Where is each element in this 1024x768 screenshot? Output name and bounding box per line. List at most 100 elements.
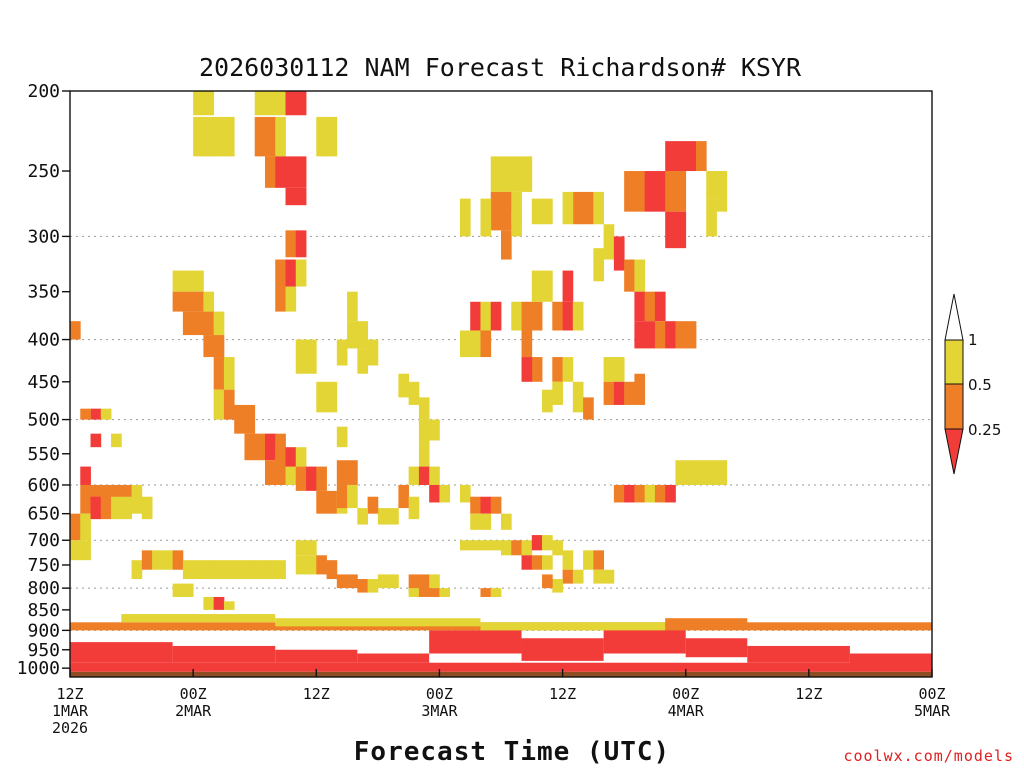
legend-label-0-25: 0.25 (968, 421, 1001, 439)
ri-cell-176 (593, 248, 605, 282)
ri-cell-171 (572, 191, 584, 225)
ri-cell-56 (285, 447, 297, 467)
ri-cell-113 (193, 560, 204, 580)
ri-cell-148 (511, 156, 522, 192)
low-level-band-4 (275, 649, 358, 663)
ri-cell-214 (562, 357, 574, 382)
x-tick-label-7-0: 00Z (918, 685, 945, 703)
x-tick-label-3-0: 00Z (426, 685, 453, 703)
ri-cell-55 (275, 447, 286, 467)
ri-cell-170 (521, 357, 533, 382)
ri-cell-68 (316, 381, 327, 413)
ri-cell-234 (377, 508, 389, 525)
ri-cell-72 (336, 426, 348, 448)
ri-cell-65 (347, 460, 358, 485)
ri-cell-136 (429, 574, 440, 589)
ri-cell-6 (254, 91, 266, 116)
ri-cell-242 (552, 540, 563, 556)
ri-cell-166 (521, 301, 533, 331)
ri-cell-205 (665, 211, 676, 249)
low-level-band-5 (357, 653, 430, 663)
ri-cell-191 (654, 321, 666, 349)
ri-cell-192 (665, 321, 676, 349)
legend-swatch-orange (944, 383, 964, 430)
ri-cell-142 (459, 540, 471, 551)
ri-cell-175 (603, 224, 615, 260)
ri-cell-109 (152, 550, 163, 570)
ri-cell-27 (275, 286, 286, 312)
ri-cell-260 (665, 484, 676, 503)
ri-cell-81 (418, 397, 430, 420)
ri-cell-104 (141, 496, 153, 520)
legend: 1 0.5 0.25 (944, 293, 1001, 475)
ri-cell-268 (429, 588, 440, 597)
ri-cell-213 (552, 357, 563, 382)
ri-cell-199 (665, 171, 676, 212)
ri-cell-41 (213, 335, 225, 358)
y-tick-label-850: 850 (27, 600, 60, 621)
low-level-band-2 (70, 642, 173, 663)
ri-cell-77 (367, 339, 379, 366)
legend-label-0-5: 0.5 (968, 376, 992, 394)
ri-cell-127 (326, 560, 338, 580)
ri-cell-172 (583, 191, 594, 225)
ri-cell-261 (675, 460, 687, 485)
low-level-band-13 (121, 614, 276, 623)
plot-frame (69, 90, 933, 678)
x-tick-label-5-0: 00Z (672, 685, 699, 703)
ri-cell-83 (429, 419, 440, 441)
ri-cell-47 (244, 404, 256, 434)
low-level-band-8 (603, 626, 686, 654)
ri-cell-100 (90, 496, 102, 520)
ri-cell-54 (285, 460, 297, 485)
ri-cell-217 (572, 381, 584, 413)
ri-cell-28 (285, 286, 297, 312)
ri-cell-39 (213, 311, 225, 336)
low-level-band-3 (172, 645, 276, 663)
ri-cell-228 (480, 513, 492, 530)
ri-cell-74 (357, 321, 368, 349)
ri-cell-115 (213, 560, 225, 580)
legend-label-1: 1 (968, 331, 978, 349)
x-tick-label-6-0: 12Z (795, 685, 822, 703)
ri-cell-114 (203, 560, 215, 580)
ri-cell-141 (223, 601, 235, 610)
low-level-band-15 (480, 622, 666, 631)
ri-cell-22 (285, 230, 297, 258)
plot-area (69, 90, 933, 678)
legend-swatch-yellow (944, 339, 964, 385)
ri-cell-108 (141, 550, 153, 570)
ri-cell-196 (634, 171, 646, 212)
ri-cell-11 (254, 116, 266, 157)
ri-cell-1 (203, 91, 215, 116)
y-tick-label-550: 550 (27, 444, 60, 465)
ri-cell-35 (203, 291, 215, 312)
ri-cell-238 (511, 540, 522, 556)
ri-cell-159 (470, 301, 481, 331)
low-level-band-14 (275, 618, 481, 627)
ri-cell-158 (480, 198, 492, 237)
ri-cell-130 (357, 579, 368, 593)
ri-cell-38 (203, 311, 215, 336)
x-tick-label-0-1: 1MAR (52, 702, 89, 720)
ri-cell-186 (634, 291, 646, 322)
ri-cell-78 (357, 348, 368, 374)
ri-cell-58 (295, 466, 307, 491)
ri-cell-24 (275, 259, 286, 287)
chart-title: 2026030112 NAM Forecast Richardson# KSYR (199, 53, 802, 82)
ri-cell-233 (388, 508, 399, 525)
ri-cell-202 (675, 141, 687, 172)
ri-cell-31 (193, 270, 204, 292)
ri-cell-128 (336, 574, 348, 589)
ri-cell-126 (316, 555, 327, 575)
ri-cell-138 (182, 583, 194, 597)
ri-cell-156 (531, 198, 543, 225)
ri-cell-5 (223, 116, 235, 157)
ri-cell-7 (264, 91, 276, 116)
ri-cell-12 (264, 116, 276, 157)
ri-cell-149 (521, 156, 533, 192)
ri-cell-75 (347, 321, 358, 349)
ri-cell-112 (182, 560, 194, 580)
ri-cell-267 (418, 588, 430, 597)
